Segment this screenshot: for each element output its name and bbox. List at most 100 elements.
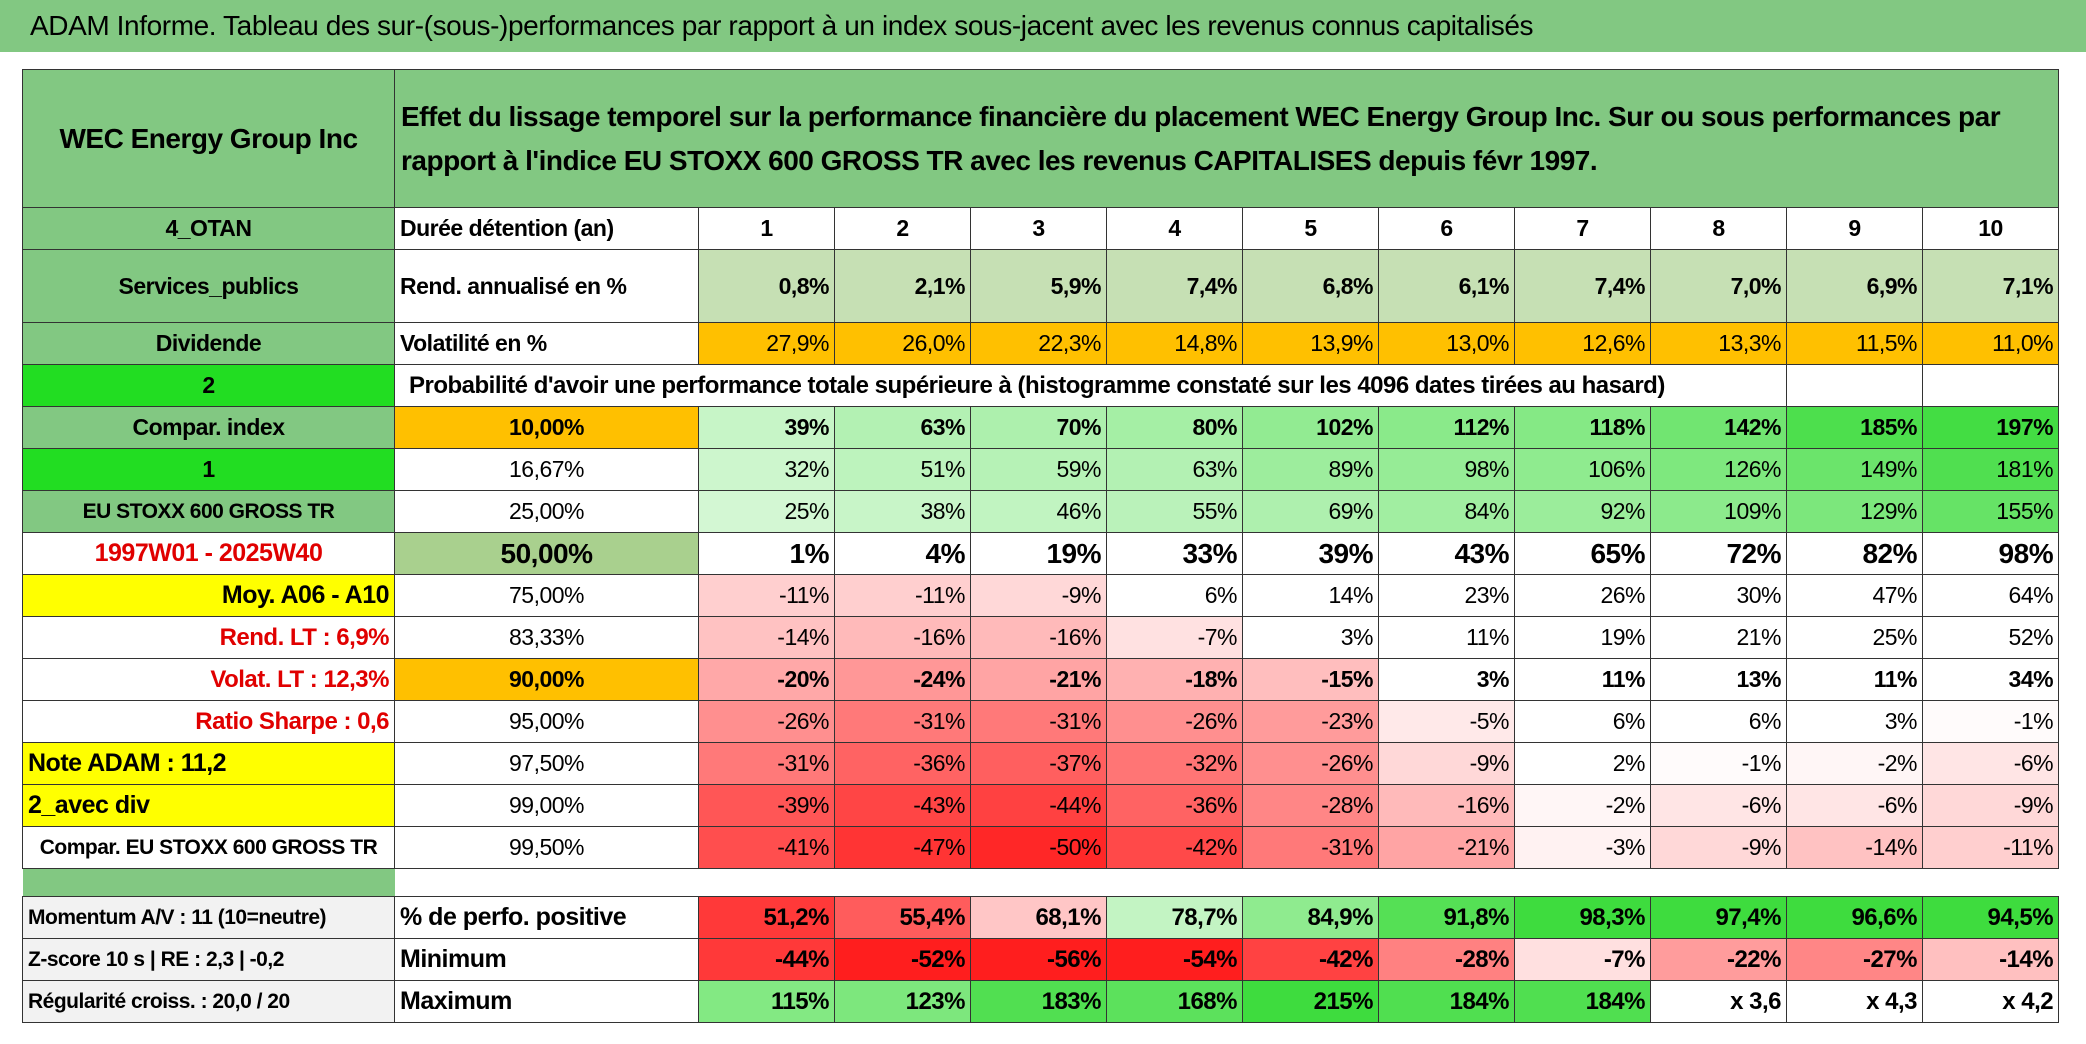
summary-cell: 51,2%	[698, 896, 835, 939]
data-cell: 25%	[698, 490, 835, 533]
data-cell: -32%	[1106, 742, 1243, 785]
data-cell: 34%	[1921, 658, 2060, 701]
data-cell: 5	[1242, 207, 1379, 250]
data-cell: 59%	[970, 448, 1107, 491]
data-cell: 106%	[1514, 448, 1651, 491]
row-header: 25,00%	[394, 490, 699, 533]
data-cell: 21%	[1650, 616, 1787, 659]
row-label: 1	[22, 448, 395, 491]
row-header: 97,50%	[394, 742, 699, 785]
summary-cell: 78,7%	[1106, 896, 1243, 939]
data-cell: 63%	[1106, 448, 1243, 491]
data-cell: -9%	[1378, 742, 1515, 785]
data-cell: -39%	[698, 784, 835, 827]
data-cell: -11%	[1921, 826, 2060, 869]
data-cell: 98%	[1378, 448, 1515, 491]
data-cell: -18%	[1106, 658, 1243, 701]
row-label: Ratio Sharpe : 0,6	[22, 700, 395, 743]
data-cell: -41%	[698, 826, 835, 869]
data-cell: 14,8%	[1106, 322, 1243, 365]
summary-cell: x 3,6	[1650, 980, 1787, 1023]
empty-cell	[1921, 364, 2060, 407]
data-cell: 47%	[1786, 574, 1923, 617]
row-label: Services_publics	[22, 249, 395, 323]
spacer	[22, 868, 2059, 897]
section-caption: Probabilité d'avoir une performance tota…	[394, 364, 1787, 407]
performance-table: WEC Energy Group Inc Effet du lissage tem…	[22, 69, 2060, 1023]
data-cell: 11%	[1514, 658, 1651, 701]
data-cell: -28%	[1242, 784, 1379, 827]
summary-cell: 184%	[1514, 980, 1651, 1023]
data-cell: -14%	[1786, 826, 1923, 869]
data-cell: 1	[698, 207, 835, 250]
data-cell: 7,4%	[1106, 249, 1243, 323]
data-cell: 6%	[1106, 574, 1243, 617]
data-cell: 3%	[1786, 700, 1923, 743]
row-label: 1997W01 - 2025W40	[22, 532, 395, 575]
data-cell: -2%	[1786, 742, 1923, 785]
table-row: Compar. EU STOXX 600 GROSS TR 99,50% -41% -…	[22, 826, 2060, 869]
summary-row: Z-score 10 s | RE : 2,3 | -0,2 Minimum -44…	[22, 938, 2060, 981]
main-rows: WEC Energy Group Inc Effet du lissage tem…	[22, 69, 2060, 869]
table-row: WEC Energy Group Inc Effet du lissage tem…	[22, 69, 2060, 208]
data-cell: -26%	[1106, 700, 1243, 743]
data-cell: -36%	[834, 742, 971, 785]
data-cell: 22,3%	[970, 322, 1107, 365]
summary-cell: 183%	[970, 980, 1107, 1023]
data-cell: 89%	[1242, 448, 1379, 491]
summary-cell: -28%	[1378, 938, 1515, 981]
data-cell: 4	[1106, 207, 1243, 250]
empty-cell	[1786, 364, 1923, 407]
row-label: Rend. LT : 6,9%	[22, 616, 395, 659]
data-cell: 11%	[1786, 658, 1923, 701]
table-row: 4_OTAN Durée détention (an) 1 2 3 4 5 6 7 8 9 10	[22, 207, 2060, 250]
data-cell: 98%	[1921, 532, 2060, 575]
summary-cell: 215%	[1242, 980, 1379, 1023]
summary-cell: -14%	[1921, 938, 2060, 981]
data-cell: -9%	[970, 574, 1107, 617]
data-cell: -6%	[1921, 742, 2060, 785]
data-cell: 0,8%	[698, 249, 835, 323]
summary-row: Régularité croiss. : 20,0 / 20 Maximum 115…	[22, 980, 2060, 1023]
row-label: Moy. A06 - A10	[22, 574, 395, 617]
data-cell: 2	[834, 207, 971, 250]
row-label: Compar. EU STOXX 600 GROSS TR	[22, 826, 395, 869]
spacer-cell	[22, 868, 395, 897]
row-label: Compar. index	[22, 406, 395, 449]
row-label: 2_avec div	[22, 784, 395, 827]
data-cell: 25%	[1786, 616, 1923, 659]
data-cell: -9%	[1921, 784, 2060, 827]
data-cell: 3	[970, 207, 1107, 250]
data-cell: -16%	[1378, 784, 1515, 827]
data-cell: -31%	[834, 700, 971, 743]
data-cell: 82%	[1786, 532, 1923, 575]
data-cell: 70%	[970, 406, 1107, 449]
row-label: Volat. LT : 12,3%	[22, 658, 395, 701]
data-cell: 52%	[1921, 616, 2060, 659]
data-cell: -21%	[1378, 826, 1515, 869]
data-cell: 7,4%	[1514, 249, 1651, 323]
table-row: Compar. index 10,00% 39% 63% 70% 80% 102% 112% 1…	[22, 406, 2060, 449]
data-cell: 39%	[698, 406, 835, 449]
data-cell: 69%	[1242, 490, 1379, 533]
row-label: EU STOXX 600 GROSS TR	[22, 490, 395, 533]
row-label: 4_OTAN	[22, 207, 395, 250]
summary-cell: 168%	[1106, 980, 1243, 1023]
data-cell: 126%	[1650, 448, 1787, 491]
data-cell: 6	[1378, 207, 1515, 250]
data-cell: -31%	[698, 742, 835, 785]
data-cell: -7%	[1106, 616, 1243, 659]
data-cell: 39%	[1242, 532, 1379, 575]
data-cell: -1%	[1921, 700, 2060, 743]
data-cell: 118%	[1514, 406, 1651, 449]
data-cell: 19%	[970, 532, 1107, 575]
data-cell: 55%	[1106, 490, 1243, 533]
data-cell: 6%	[1514, 700, 1651, 743]
data-cell: 3%	[1378, 658, 1515, 701]
summary-cell: 55,4%	[834, 896, 971, 939]
summary-cell: -52%	[834, 938, 971, 981]
data-cell: 9	[1786, 207, 1923, 250]
data-cell: 11%	[1378, 616, 1515, 659]
data-cell: 185%	[1786, 406, 1923, 449]
